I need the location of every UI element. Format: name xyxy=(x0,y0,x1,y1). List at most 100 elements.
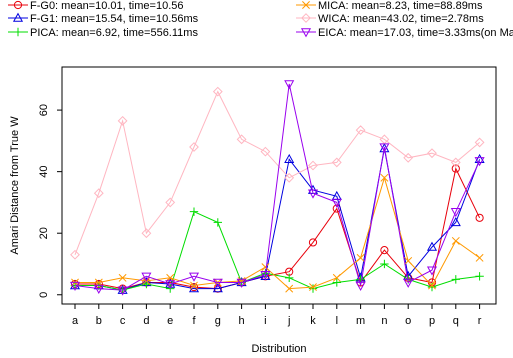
x-tick-label: e xyxy=(167,315,173,327)
data-point xyxy=(380,246,389,255)
data-point xyxy=(93,284,104,295)
data-point xyxy=(213,218,222,227)
legend-label: F-G1: mean=15.54, time=10.56ms xyxy=(30,13,199,25)
legend-item-4: MICA: mean=8.23, time=88.89ms xyxy=(296,0,483,12)
legend-marker xyxy=(301,13,311,23)
series-line xyxy=(75,148,481,291)
data-point xyxy=(189,207,199,216)
data-point xyxy=(379,143,390,153)
data-point xyxy=(166,273,175,282)
legend-label: PICA: mean=6.92, time=556.11ms xyxy=(30,27,198,39)
data-point xyxy=(427,282,437,292)
data-point xyxy=(475,253,484,262)
data-point xyxy=(474,153,485,164)
data-point xyxy=(284,80,295,90)
data-point xyxy=(284,153,295,164)
data-point xyxy=(141,228,152,239)
data-point xyxy=(165,280,176,290)
data-point xyxy=(284,172,295,183)
y-axis-label: Amari Distance from True W xyxy=(9,116,21,255)
y-tick-label: 20 xyxy=(38,227,50,239)
data-point xyxy=(69,281,81,291)
axes: 0 20 40 60 a b c d e f g h i j k l m n o p q r xyxy=(38,104,482,327)
y-tick-label: 0 xyxy=(38,292,50,298)
legend-swatch xyxy=(296,28,316,38)
data-point xyxy=(403,278,414,288)
data-point xyxy=(475,272,484,281)
y-tick-label: 60 xyxy=(38,104,50,116)
series-3 xyxy=(70,207,484,295)
legend-item-1: F-G0: mean=10.01, time=10.56 xyxy=(8,0,183,12)
data-point xyxy=(141,272,152,282)
data-point xyxy=(451,164,460,173)
x-axis-label: Distribution xyxy=(251,343,306,355)
legend-label: EICA: mean=17.03, time=3.33ms(on Matlab) xyxy=(318,27,513,39)
data-point xyxy=(260,146,271,157)
data-point xyxy=(307,189,319,199)
data-point xyxy=(188,272,200,282)
legend-item-2: F-G1: mean=15.54, time=10.56ms xyxy=(8,12,199,25)
data-point xyxy=(260,271,271,281)
legend-marker xyxy=(13,27,23,37)
legend-item-3: PICA: mean=6.92, time=556.11ms xyxy=(8,27,198,39)
x-tick-label: c xyxy=(120,315,126,327)
data-point xyxy=(474,137,485,148)
legend-swatch xyxy=(8,0,28,10)
legend-item-6: EICA: mean=17.03, time=3.33ms(on Matlab) xyxy=(296,27,513,39)
x-tick-label: a xyxy=(72,315,79,327)
data-point xyxy=(450,217,461,227)
series-line xyxy=(75,176,480,290)
series-1 xyxy=(70,164,484,293)
legend-label: F-G0: mean=10.01, time=10.56 xyxy=(30,0,183,12)
series-4 xyxy=(71,173,484,293)
x-tick-label: h xyxy=(239,315,245,327)
legend-label: MICA: mean=8.23, time=88.89ms xyxy=(318,0,483,12)
x-tick-label: g xyxy=(215,315,221,327)
data-point xyxy=(427,148,437,159)
data-point xyxy=(403,152,414,163)
data-point xyxy=(261,263,270,272)
data-point xyxy=(404,256,413,265)
data-point xyxy=(308,284,318,293)
legend-item-5: WICA: mean=43.02, time=2.78ms xyxy=(296,13,484,25)
y-tick-label: 40 xyxy=(38,166,50,178)
legend-marker xyxy=(302,1,310,9)
data-point xyxy=(94,278,103,287)
x-tick-label: b xyxy=(96,315,102,327)
data-point xyxy=(285,273,294,283)
data-point xyxy=(355,281,366,291)
series-line xyxy=(75,167,481,290)
x-tick-label: m xyxy=(356,315,365,327)
data-point xyxy=(451,236,460,245)
data-point xyxy=(236,134,247,145)
data-point xyxy=(380,259,389,269)
data-point xyxy=(70,249,80,260)
plot-frame xyxy=(61,66,497,305)
data-point xyxy=(165,197,176,208)
data-point xyxy=(450,207,461,218)
data-point xyxy=(331,157,342,168)
series-layer xyxy=(69,80,485,296)
data-point xyxy=(212,86,223,97)
data-point xyxy=(428,281,436,290)
data-point xyxy=(308,160,318,171)
data-point xyxy=(331,198,342,208)
data-point xyxy=(93,188,104,199)
data-point xyxy=(308,238,318,247)
series-5 xyxy=(70,86,485,260)
data-point xyxy=(426,241,438,251)
data-point xyxy=(285,284,294,293)
data-point xyxy=(117,115,128,126)
data-point xyxy=(332,273,341,282)
data-point xyxy=(332,278,341,287)
x-tick-label: j xyxy=(287,315,290,327)
legend: F-G0: mean=10.01, time=10.56 F-G1: mean=… xyxy=(8,0,513,39)
x-tick-label: d xyxy=(143,315,149,327)
legend-swatch xyxy=(296,13,316,23)
legend-swatch xyxy=(8,12,28,22)
data-point xyxy=(356,253,365,262)
x-tick-label: i xyxy=(264,315,266,327)
data-point xyxy=(475,213,484,222)
data-point xyxy=(190,281,198,290)
data-point xyxy=(451,275,460,284)
